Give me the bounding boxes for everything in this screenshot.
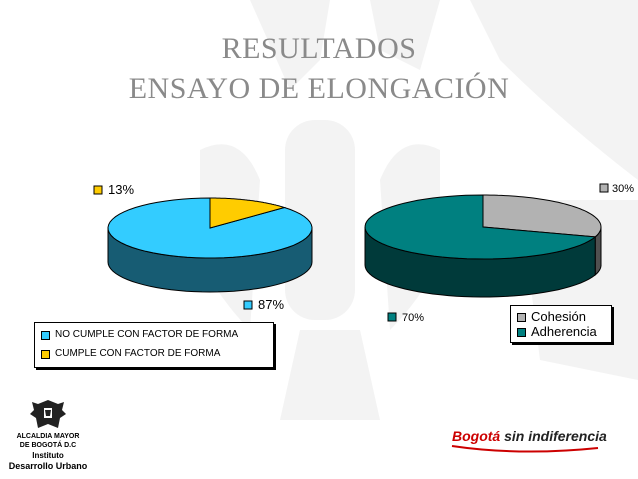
data-label: 70% — [402, 312, 424, 324]
legend-label: Adherencia — [531, 324, 597, 339]
legend-label: Cohesión — [531, 309, 586, 324]
legend-swatch — [517, 313, 526, 322]
legend-swatch — [517, 328, 526, 337]
data-label-marker — [243, 300, 253, 310]
data-label-marker — [93, 185, 103, 195]
institution-name-line-1: ALCALDIA MAYOR — [16, 433, 80, 440]
institute-name-line-1: Instituto — [32, 451, 64, 460]
slogan-swoosh — [451, 445, 599, 453]
institute-name-line-2: Desarrollo Urbano — [8, 461, 88, 471]
slogan-sin-indiferencia: sin indiferencia — [504, 428, 607, 444]
slogan-bogota: Bogotá — [452, 428, 501, 444]
bogota-crest-logo — [30, 400, 66, 428]
slide-title-line-1: RESULTADOS — [221, 32, 417, 65]
data-label-marker — [387, 312, 397, 322]
legend-label: NO CUMPLE CON FACTOR DE FORMA — [55, 329, 239, 340]
data-label: 30% — [612, 183, 634, 195]
legend-swatch — [41, 331, 50, 340]
pie-slice — [482, 194, 602, 238]
slide-title-line-2: ENSAYO DE ELONGACIÓN — [128, 72, 510, 105]
pie-slice — [364, 194, 597, 260]
slogan: Bogotá sin indiferencia — [452, 428, 607, 444]
data-label: 87% — [258, 297, 284, 312]
legend-chart-1: NO CUMPLE CON FACTOR DE FORMA CUMPLE CON… — [34, 322, 274, 368]
pie-slice — [209, 197, 287, 229]
data-label-marker — [599, 183, 609, 193]
institution-name-line-2: DE BOGOTÁ D.C — [19, 442, 77, 449]
legend-label: CUMPLE CON FACTOR DE FORMA — [55, 348, 221, 359]
legend-chart-2: Cohesión Adherencia — [510, 305, 612, 343]
data-label: 13% — [108, 182, 134, 197]
legend-swatch — [41, 350, 50, 359]
